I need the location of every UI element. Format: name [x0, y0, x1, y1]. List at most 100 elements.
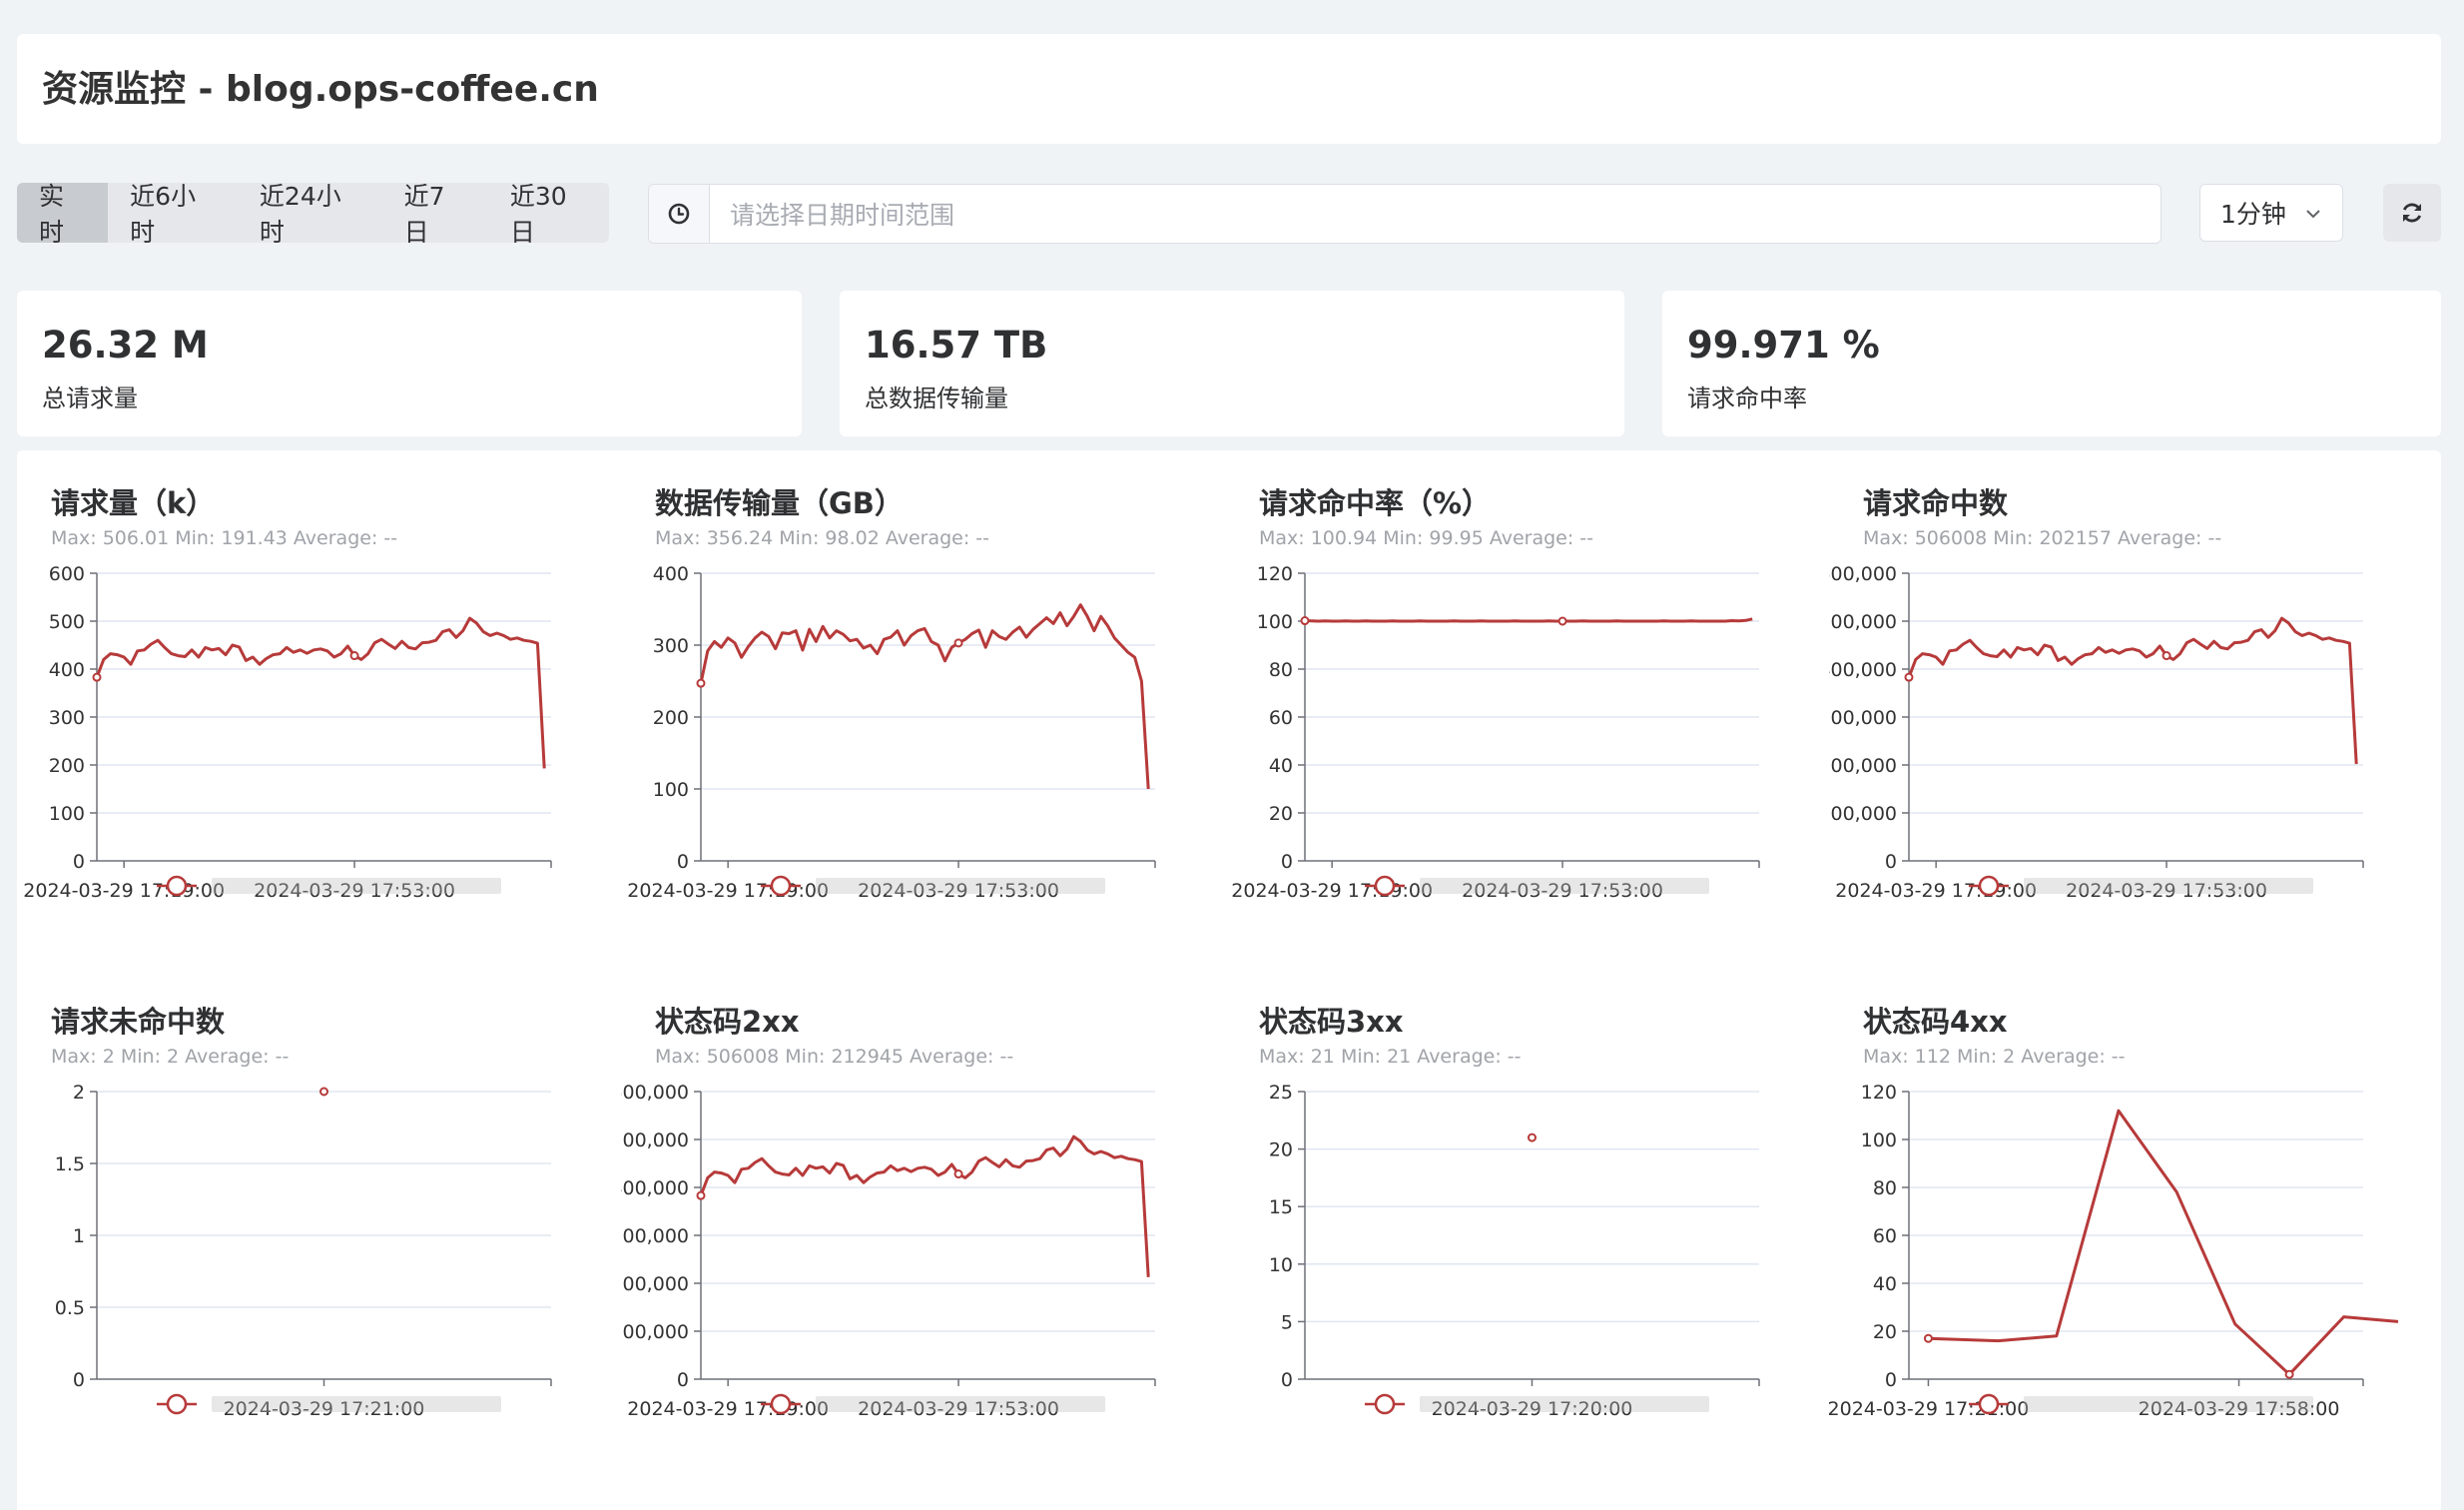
y-tick-label: 300,000 — [621, 1225, 689, 1247]
x-tick-label: 2024-03-29 17:19:00 — [1835, 880, 2037, 902]
clock-icon[interactable] — [649, 185, 710, 243]
tab-last-30d[interactable]: 近30日 — [509, 182, 567, 247]
chart-title: 请求未命中数 — [51, 1005, 226, 1039]
chart-hit-count: 0 100,000 200,000 300,000 400,000 500,000 600,… — [1829, 563, 2364, 902]
legend-marker — [1978, 1393, 2000, 1415]
x-tick-label: 2024-03-29 17:19:00 — [627, 1398, 829, 1420]
x-tick-label: 2024-03-29 17:21:00 — [224, 1398, 425, 1420]
y-tick-label: 300 — [49, 707, 85, 729]
stat-card-hit-rate: 99.971 % 请求命中率 — [1662, 291, 2441, 436]
data-point — [2284, 1369, 2294, 1379]
chart-stats: Max: 2 Min: 2 Average: -- — [51, 1046, 290, 1068]
legend-marker — [1374, 875, 1396, 897]
legend-marker — [1978, 875, 2000, 897]
y-tick-label: 200,000 — [1829, 755, 1897, 777]
tab-realtime[interactable]: 实时 — [17, 182, 109, 247]
chart-panel-traffic: 数据传输量（GB） Max: 356.24 Min: 98.02 Average… — [621, 450, 1210, 950]
stat-card-total-traffic: 16.57 TB 总数据传输量 — [840, 291, 1624, 436]
legend-marker — [1374, 1393, 1396, 1415]
time-range-tabs: 实时 近6小时 近24小时 近7日 近30日 — [17, 182, 609, 247]
header-card: 资源监控 - blog.ops-coffee.cn — [17, 34, 2441, 144]
y-tick-label: 300,000 — [1829, 707, 1897, 729]
chart-panel-status-4xx: 状态码4xx Max: 112 Min: 2 Average: -- 0 20 40… — [1829, 969, 2418, 1468]
chart-traffic: 0 100 200 300 400 2024-03-29 17:19:00 2024-03-… — [627, 563, 1156, 902]
data-point — [953, 638, 963, 648]
y-tick-label: 1 — [73, 1225, 85, 1247]
chart-body: 0 100 200 300 400 500 600 2024-03-29 17:19:00 20… — [23, 563, 552, 902]
chart-status-2xx: 0 100,000 200,000 300,000 400,000 500,000 600,… — [621, 1082, 1156, 1420]
chart-panel-miss-count: 请求未命中数 Max: 2 Min: 2 Average: -- 0 0.5 1 1.… — [17, 969, 606, 1468]
chart-body: 0 20 40 60 80 100 120 2024-03-29 17:21:00 2024-0… — [1829, 1082, 2399, 1420]
stat-card-total-requests: 26.32 M 总请求量 — [17, 291, 802, 436]
x-tick-label: 2024-03-29 17:53:00 — [254, 880, 455, 902]
x-tick-label: 2024-03-29 17:20:00 — [1432, 1398, 1633, 1420]
y-tick-label: 40 — [1269, 755, 1293, 777]
chart-body: 0 20 40 60 80 100 120 2024-03-29 17:19:00 2024-0… — [1231, 563, 1760, 902]
chart-body: 0 100,000 200,000 300,000 400,000 500,000 600,… — [1829, 563, 2364, 902]
date-range-picker[interactable] — [648, 184, 2161, 244]
x-tick-label: 2024-03-29 17:53:00 — [2066, 880, 2267, 902]
y-tick-label: 40 — [1873, 1273, 1897, 1295]
x-tick-label: 2024-03-29 17:53:00 — [858, 880, 1059, 902]
y-tick-label: 500 — [49, 611, 85, 633]
x-tick-label: 2024-03-29 17:19:00 — [23, 880, 225, 902]
stat-label: 请求命中率 — [1687, 384, 1807, 412]
tab-last-7d[interactable]: 近7日 — [403, 182, 445, 247]
y-tick-label: 0 — [73, 1369, 85, 1391]
chart-panel-status-3xx: 状态码3xx Max: 21 Min: 21 Average: -- 0 5 10 1… — [1225, 969, 1814, 1468]
series-line — [699, 1134, 1150, 1277]
chart-body: 0 5 10 15 20 25 2024-03-29 17:20:00 — [1269, 1082, 1760, 1420]
y-tick-label: 600,000 — [621, 1082, 689, 1104]
stat-label: 总请求量 — [42, 384, 138, 412]
date-range-input[interactable] — [710, 185, 2160, 243]
y-tick-label: 200 — [49, 755, 85, 777]
x-tick-label: 2024-03-29 17:19:00 — [1231, 880, 1433, 902]
legend-label-blurred — [2024, 1396, 2313, 1412]
y-tick-label: 500,000 — [1829, 611, 1897, 633]
legend-marker — [166, 1393, 188, 1415]
stat-label: 总数据传输量 — [865, 384, 1008, 412]
series-line — [699, 603, 1150, 790]
data-point — [1904, 672, 1914, 682]
y-tick-label: 0.5 — [55, 1297, 85, 1319]
y-tick-label: 100 — [653, 779, 689, 801]
y-tick-label: 400,000 — [621, 1177, 689, 1199]
series-line — [1928, 1109, 2399, 1376]
y-tick-label: 20 — [1269, 803, 1293, 825]
legend-marker — [770, 875, 792, 897]
y-tick-label: 0 — [1885, 851, 1897, 873]
chart-stats: Max: 21 Min: 21 Average: -- — [1259, 1046, 1522, 1068]
y-tick-label: 20 — [1873, 1321, 1897, 1343]
chart-hit-rate: 0 20 40 60 80 100 120 2024-03-29 17:19:00 2024-0… — [1231, 563, 1760, 902]
data-point — [696, 678, 706, 688]
refresh-icon — [2402, 203, 2422, 223]
y-tick-label: 400 — [653, 563, 689, 585]
y-tick-label: 1.5 — [55, 1153, 85, 1175]
y-tick-label: 2 — [73, 1082, 85, 1104]
y-tick-label: 100,000 — [621, 1321, 689, 1343]
y-tick-label: 200 — [653, 707, 689, 729]
legend-label-blurred — [816, 878, 1105, 894]
chart-title: 请求命中率（%） — [1259, 486, 1492, 520]
tab-last-24h[interactable]: 近24小时 — [259, 182, 341, 247]
data-point — [1528, 1132, 1537, 1142]
y-tick-label: 25 — [1269, 1082, 1293, 1104]
data-point — [319, 1087, 328, 1097]
y-tick-label: 15 — [1269, 1196, 1293, 1218]
legend-label-blurred — [1420, 1396, 1709, 1412]
refresh-button[interactable] — [2383, 184, 2441, 242]
interval-select[interactable]: 1分钟 — [2199, 184, 2343, 242]
chart-title: 请求量（k） — [51, 486, 216, 520]
page-title: 资源监控 - blog.ops-coffee.cn — [42, 69, 599, 110]
legend-label-blurred — [816, 1396, 1105, 1412]
data-point — [349, 651, 359, 661]
x-tick-label: 2024-03-29 17:19:00 — [627, 880, 829, 902]
y-tick-label: 0 — [1281, 1369, 1293, 1391]
chart-stats: Max: 100.94 Min: 99.95 Average: -- — [1259, 527, 1594, 549]
y-tick-label: 0 — [677, 851, 689, 873]
tab-last-6h[interactable]: 近6小时 — [130, 182, 197, 247]
chart-panel-hit-count: 请求命中数 Max: 506008 Min: 202157 Average: -… — [1829, 450, 2418, 950]
y-tick-label: 0 — [1885, 1369, 1897, 1391]
legend-label-blurred — [1420, 878, 1709, 894]
y-tick-label: 80 — [1269, 659, 1293, 681]
